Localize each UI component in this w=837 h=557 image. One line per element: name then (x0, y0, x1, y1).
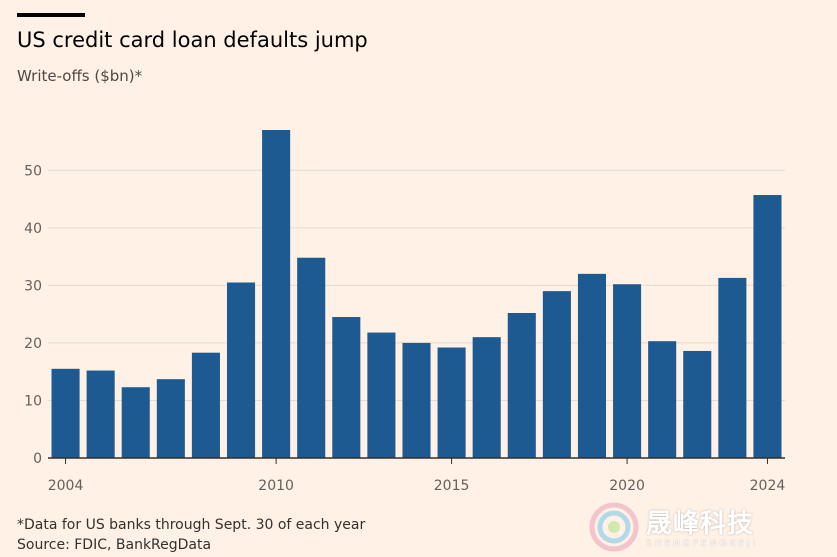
bar-2020 (613, 284, 642, 458)
footnote: *Data for US banks through Sept. 30 of e… (17, 517, 366, 533)
bar-2009 (226, 282, 256, 458)
bar-2015 (437, 347, 466, 458)
y-tick-label: 50 (24, 163, 42, 179)
x-tick-label: 2020 (609, 478, 645, 494)
bar-2017 (507, 312, 536, 458)
bar-2005 (86, 370, 115, 458)
y-tick-label: 0 (33, 451, 42, 467)
x-tick-label: 2015 (434, 478, 470, 494)
chart-title: US credit card loan defaults jump (17, 28, 368, 52)
watermark-logo-icon (589, 502, 639, 552)
bar-2006 (121, 387, 150, 458)
bar-2013 (367, 332, 396, 458)
chart-subtitle: Write-offs ($bn)* (17, 67, 143, 85)
bar-2022 (683, 350, 712, 458)
y-tick-label: 30 (24, 278, 42, 294)
x-tick-label: 2010 (258, 478, 294, 494)
top-accent-bar (17, 13, 85, 17)
y-tick-label: 40 (24, 221, 42, 237)
x-tick-label: 2004 (48, 478, 84, 494)
bar-2024 (753, 195, 782, 458)
bar-2016 (472, 337, 501, 458)
source-note: Source: FDIC, BankRegData (17, 537, 212, 553)
x-tick-label: 2024 (750, 478, 786, 494)
bar-2019 (577, 273, 607, 458)
bar-2010 (262, 130, 291, 458)
watermark-subtext: SHENGFENGKEJI (646, 539, 759, 549)
bar-2014 (402, 342, 431, 458)
watermark-text: 晟峰科技 (646, 509, 755, 539)
bar-2023 (718, 277, 747, 458)
bar-2008 (191, 352, 220, 458)
bar-2011 (297, 257, 326, 458)
watermark: 晟峰科技 SHENGFENGKEJI (586, 497, 836, 555)
bar-2018 (542, 291, 571, 458)
bar-2012 (332, 317, 361, 458)
y-tick-label: 10 (24, 393, 42, 409)
bar-2004 (51, 368, 80, 458)
bar-2021 (648, 341, 677, 458)
bar-2007 (156, 379, 185, 458)
y-tick-label: 20 (24, 336, 42, 352)
